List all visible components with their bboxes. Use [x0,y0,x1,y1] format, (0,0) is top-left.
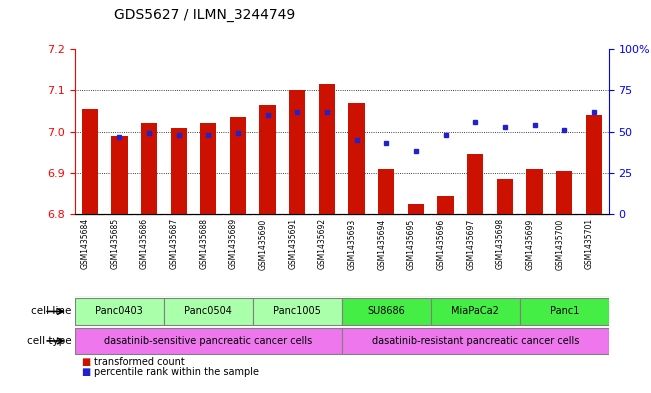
Bar [164,298,253,325]
Text: ■: ■ [81,367,90,377]
Bar [81,109,98,214]
Bar [378,169,395,214]
Text: GSM1435691: GSM1435691 [288,219,298,270]
Bar [586,115,602,214]
Text: GSM1435684: GSM1435684 [81,219,90,270]
Bar [75,328,342,354]
Text: dasatinib-sensitive pancreatic cancer cells: dasatinib-sensitive pancreatic cancer ce… [104,336,312,346]
Bar [319,84,335,214]
Text: GSM1435696: GSM1435696 [437,219,445,270]
Bar [467,154,484,214]
Text: cell type: cell type [27,336,72,346]
Text: GSM1435687: GSM1435687 [170,219,178,270]
Text: GSM1435689: GSM1435689 [229,219,238,270]
Text: dasatinib-resistant pancreatic cancer cells: dasatinib-resistant pancreatic cancer ce… [372,336,579,346]
Bar [260,105,276,214]
Bar [527,169,543,214]
Text: GSM1435697: GSM1435697 [466,219,475,270]
Text: Panc0403: Panc0403 [96,307,143,316]
Text: GSM1435686: GSM1435686 [140,219,149,270]
Text: ■: ■ [81,358,90,367]
Bar [141,123,157,214]
Bar [253,298,342,325]
Text: MiaPaCa2: MiaPaCa2 [451,307,499,316]
Text: GSM1435692: GSM1435692 [318,219,327,270]
Text: Panc1: Panc1 [549,307,579,316]
Text: GSM1435694: GSM1435694 [378,219,386,270]
Bar [408,204,424,214]
Bar [431,298,519,325]
Bar [200,123,217,214]
Text: GSM1435700: GSM1435700 [555,219,564,270]
Bar [348,103,365,214]
Text: GSM1435701: GSM1435701 [585,219,594,270]
Bar [342,298,431,325]
Bar [171,128,187,214]
Bar [75,298,164,325]
Text: percentile rank within the sample: percentile rank within the sample [94,367,259,377]
Text: Panc0504: Panc0504 [184,307,232,316]
Text: GSM1435690: GSM1435690 [258,219,268,270]
Bar [556,171,572,214]
Bar [111,136,128,214]
Text: GSM1435695: GSM1435695 [407,219,416,270]
Text: Panc1005: Panc1005 [273,307,321,316]
Text: GSM1435699: GSM1435699 [525,219,534,270]
Bar [342,328,609,354]
Bar [289,90,305,214]
Bar [230,117,246,214]
Text: GSM1435685: GSM1435685 [111,219,119,270]
Bar [497,179,513,214]
Text: GSM1435693: GSM1435693 [348,219,357,270]
Text: GSM1435698: GSM1435698 [496,219,505,270]
Text: GSM1435688: GSM1435688 [199,219,208,269]
Text: cell line: cell line [31,307,72,316]
Text: SU8686: SU8686 [367,307,405,316]
Bar [437,196,454,214]
Text: GDS5627 / ILMN_3244749: GDS5627 / ILMN_3244749 [114,7,295,22]
Bar [519,298,609,325]
Text: transformed count: transformed count [94,358,185,367]
